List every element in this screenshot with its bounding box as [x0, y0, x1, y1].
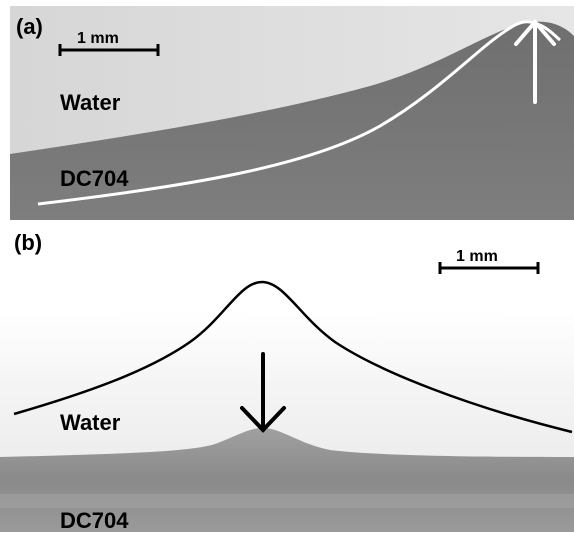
interface-profile-curve-b	[13, 280, 573, 434]
water-label-b: Water	[60, 410, 121, 435]
water-label-a: Water	[60, 90, 121, 115]
down-arrow-icon	[240, 352, 286, 433]
up-arrow-icon	[514, 18, 556, 104]
panel-b-photo: (b) 1 mm Water DC704	[0, 230, 574, 533]
panel-b-label: (b)	[14, 230, 43, 255]
scale-bar-b	[438, 262, 540, 274]
dc704-region-b	[0, 427, 574, 532]
panel-b-image	[0, 262, 574, 532]
panel-a-label: (a)	[16, 14, 43, 39]
dc704-label-a: DC704	[60, 166, 129, 191]
panel-a-image	[10, 6, 574, 220]
panel-a-photo: (a) 1 mm Water DC704	[10, 6, 574, 220]
scale-bar-b-label: 1 mm	[456, 248, 498, 265]
dc704-region-a	[10, 21, 574, 220]
interface-profile-curve	[37, 20, 561, 206]
dc704-label-b: DC704	[60, 508, 129, 533]
scale-bar-a	[58, 44, 160, 56]
scale-bar-a-label: 1 mm	[77, 30, 119, 47]
